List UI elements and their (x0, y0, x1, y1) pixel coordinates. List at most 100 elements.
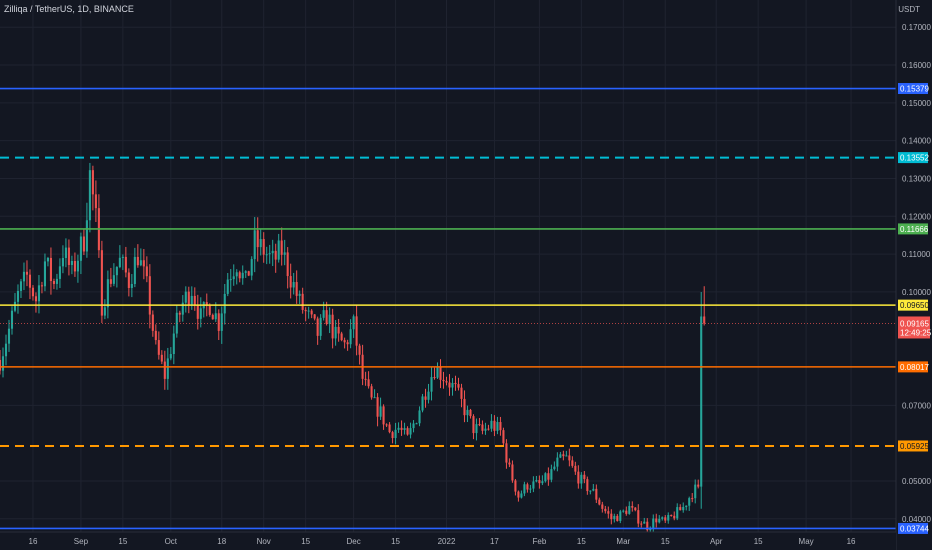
y-tick-label: 0.07000 (902, 401, 931, 410)
candle-body (457, 384, 460, 388)
x-tick-label: 16 (29, 537, 38, 546)
candle-body (1, 356, 5, 371)
candle-body (163, 361, 166, 379)
candle-body (154, 330, 157, 341)
level-label-bg (898, 440, 928, 452)
candle-body (391, 432, 394, 439)
level-label-text: 0.05925 (900, 442, 929, 451)
candle-body (667, 515, 670, 521)
last-price-text: 0.09165 (900, 319, 929, 328)
candle-body (73, 260, 76, 272)
candle-body (406, 428, 409, 435)
level-label-text: 0.15379 (900, 85, 929, 94)
candle-body (157, 340, 160, 355)
candle-body (214, 313, 217, 320)
level-label: 0.09650 (898, 299, 929, 311)
candle-body (511, 464, 514, 481)
candle-body (559, 454, 562, 458)
candle-body (322, 310, 325, 318)
candle-body (25, 271, 29, 275)
candle-body (466, 409, 469, 416)
candle-body (379, 406, 382, 417)
candle-body (229, 279, 232, 281)
candle-body (169, 354, 172, 359)
y-tick-label: 0.05000 (902, 477, 931, 486)
candle-body (88, 170, 91, 221)
y-tick-label: 0.11000 (902, 250, 931, 259)
candle-body (115, 266, 118, 276)
candles (0, 162, 706, 535)
candle-body (151, 314, 154, 331)
candle-body (622, 510, 625, 512)
candle-body (40, 285, 44, 287)
candle-body (658, 518, 661, 523)
candle-body (367, 379, 370, 387)
candle-body (262, 239, 265, 255)
candle-body (232, 276, 235, 280)
candle-body (634, 507, 637, 511)
candle-body (220, 313, 223, 331)
candle-body (103, 307, 106, 316)
candle-body (703, 316, 706, 324)
candle-body (343, 340, 346, 343)
candle-body (418, 410, 421, 424)
candle-body (235, 272, 238, 277)
candle-body (514, 480, 517, 492)
candle-body (646, 521, 649, 531)
candle-body (574, 465, 577, 472)
candle-body (478, 424, 481, 426)
price-axis[interactable]: 0.17000 0.16000 0.15000 0.14000 0.13000 0.120… (895, 0, 932, 550)
candle-body (223, 293, 226, 314)
currency-label: USDT (898, 5, 920, 14)
candle-body (19, 281, 23, 291)
candle-body (268, 253, 271, 255)
candle-body (565, 455, 568, 457)
candle-body (127, 272, 130, 288)
x-tick-label: 18 (217, 537, 226, 546)
candle-body (259, 239, 262, 248)
candle-body (412, 423, 415, 429)
candle-body (277, 240, 280, 260)
level-label-text: 0.11666 (900, 225, 929, 234)
candle-body (10, 310, 14, 329)
level-label-bg (898, 83, 928, 95)
candle-body (463, 398, 466, 416)
candle-body (544, 473, 547, 482)
candle-body (517, 491, 520, 498)
candle-body (487, 428, 490, 430)
candle-body (433, 377, 436, 379)
candle-body (700, 316, 703, 487)
candle-body (76, 260, 79, 272)
candle-body (100, 250, 103, 316)
candle-body (520, 493, 523, 498)
level-label: 0.11666 (898, 223, 929, 235)
candle-body (568, 455, 571, 461)
candle-body (589, 490, 592, 492)
candle-body (382, 406, 385, 425)
candle-body (295, 282, 298, 296)
candle-body (0, 359, 2, 371)
candle-body (301, 293, 304, 310)
candle-body (325, 310, 328, 324)
candle-body (109, 279, 112, 284)
candle-body (82, 236, 85, 252)
candle-body (241, 272, 244, 279)
candle-body (682, 506, 685, 511)
candle-body (502, 430, 505, 444)
candle-body (352, 316, 355, 330)
time-axis[interactable]: 16 Sep 15 Oct 18 Nov 15 Dec 15 2022 17 Feb 15 Mar 15 Ap… (0, 531, 896, 550)
candle-body (298, 293, 301, 296)
x-tick-label: 15 (391, 537, 400, 546)
candle-body (274, 250, 277, 260)
candle-body (250, 259, 253, 276)
level-label-text: 0.09650 (900, 301, 929, 310)
candle-body (571, 460, 574, 466)
candle-body (604, 508, 607, 512)
candle-body (640, 523, 643, 525)
candle-body (139, 260, 142, 266)
candle-body (160, 354, 163, 362)
candle-body (454, 382, 457, 385)
candle-body (247, 271, 250, 276)
